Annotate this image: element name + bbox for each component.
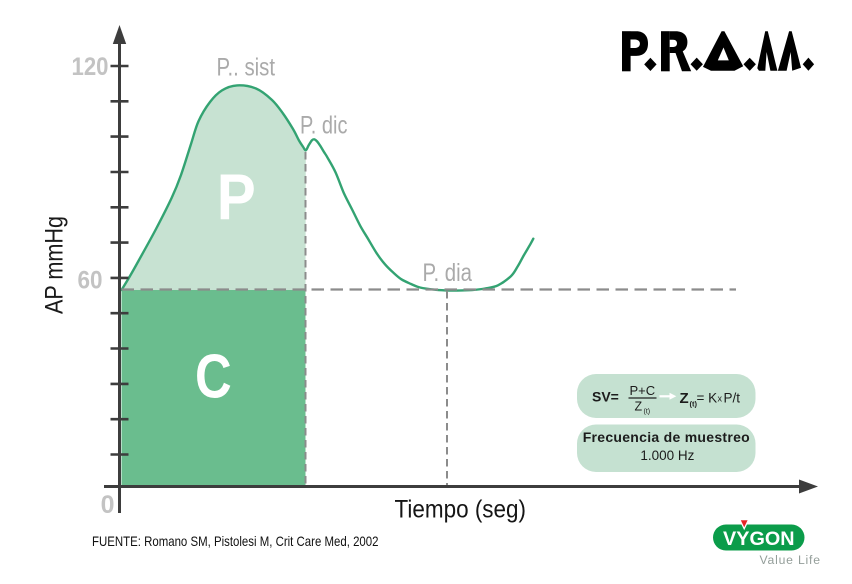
svg-text:120: 120	[72, 53, 109, 81]
svg-text:0: 0	[101, 491, 115, 519]
svg-text:P.. sist: P.. sist	[217, 54, 276, 82]
svg-text:P. dic: P. dic	[300, 112, 348, 140]
svg-text:SV=: SV=	[592, 389, 619, 405]
svg-text:60: 60	[78, 267, 103, 295]
svg-text:Frecuencia de muestreo: Frecuencia de muestreo	[583, 429, 750, 445]
svg-text:Z: Z	[680, 390, 689, 407]
svg-text:1.000 Hz: 1.000 Hz	[640, 448, 694, 463]
svg-text:Tiempo (seg): Tiempo (seg)	[395, 496, 527, 524]
svg-text:P+C: P+C	[629, 383, 655, 398]
svg-text:P: P	[217, 161, 256, 234]
svg-text:VYGON: VYGON	[723, 528, 795, 550]
svg-text:Z: Z	[635, 400, 643, 414]
svg-text:P/t: P/t	[724, 391, 741, 406]
svg-text:FUENTE: Romano SM, Pistolesi M: FUENTE: Romano SM, Pistolesi M, Crit Car…	[92, 533, 379, 549]
svg-text:= K: = K	[697, 391, 718, 406]
svg-text:x: x	[718, 394, 723, 404]
svg-text:(t): (t)	[644, 409, 651, 416]
svg-text:Value Life: Value Life	[760, 553, 821, 567]
svg-text:(t): (t)	[690, 400, 698, 409]
svg-text:C: C	[195, 343, 232, 412]
svg-text:P. dia: P. dia	[423, 259, 473, 287]
svg-text:AP mmHg: AP mmHg	[41, 216, 69, 314]
